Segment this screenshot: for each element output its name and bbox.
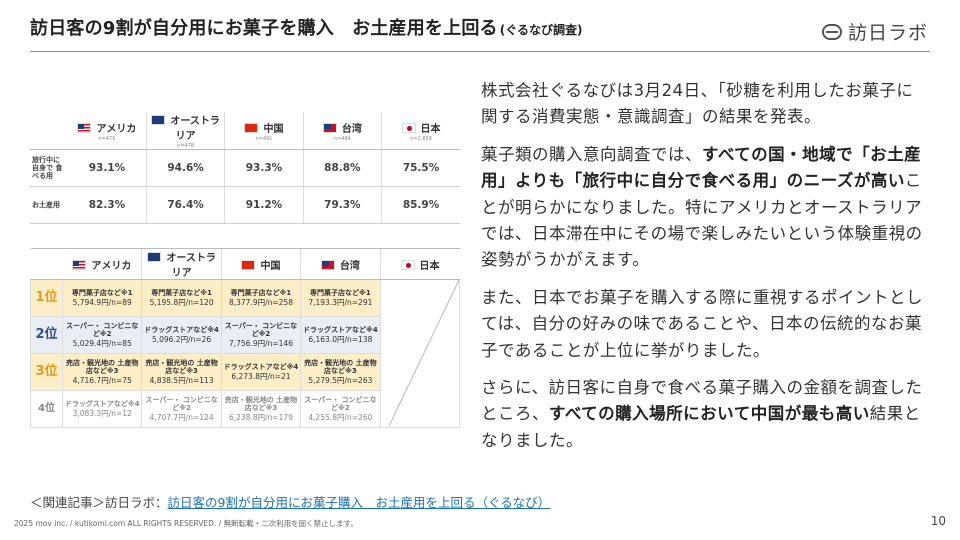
country-header: アメリカ [62, 248, 142, 280]
us-flag-icon [77, 122, 92, 133]
table-row: 2位 スーパー・ コンビニなど※2 5,029.4円/n=85 ドラッグストアなど… [30, 316, 460, 354]
paragraph: また、日本でお菓子を購入する際に重視するポイントとしては、自分の好みの味であるこ… [481, 287, 923, 360]
logo-text: 訪日ラボ [847, 22, 928, 44]
table-header-row: アメリカ オーストラリア 中国 台湾 日本 [30, 248, 460, 280]
table-cell: スーパー・ コンビニなど※2 5,029.4円/n=85 [61, 316, 143, 354]
table-cell: スーパー・ コンビニなど※2 4,255.8円/n=260 [300, 390, 381, 428]
table-cell: ドラッグストアなど※4 6,273.8円/n=21 [220, 353, 302, 391]
article-body: 株式会社ぐるなびは3月24日、「砂糖を利用したお菓子に関する消費実態・意識調査」… [481, 78, 923, 465]
paragraph: 株式会社ぐるなびは3月24日、「砂糖を利用したお菓子に関する消費実態・意識調査」… [481, 81, 914, 127]
survey-tables: アメリカ n=475 オーストラリア n=478 中国 n=491 台湾 n=484 日… [30, 112, 461, 428]
related-article-link[interactable]: 訪日客の9割が自分用にお菓子購入 お土産用を上回る（ぐるなび） [167, 495, 551, 510]
au-flag-icon [151, 115, 166, 125]
table-cell: 売店・観光地の 土産物店など※3 4,716.7円/n=75 [61, 353, 143, 391]
emphasis: すべての国・地域で「お土産用」よりも「旅行中に自分で食べる用」のニーズが高い [481, 144, 922, 191]
table-cell: 91.2% [224, 186, 304, 224]
spending-ranking-table: アメリカ オーストラリア 中国 台湾 日本 1位 専門菓子店など※1 5,794.… [30, 248, 461, 428]
rank-label: 3位 [30, 353, 63, 391]
table-cell: 売店・観光地の 土産物店など※3 6,238.8円/n=179 [220, 390, 302, 428]
title-main: 訪日客の9割が自分用にお菓子を購入 お土産用を上回る [30, 18, 498, 39]
country-header: 中国 [220, 248, 301, 280]
tw-flag-icon [320, 259, 335, 270]
title-source: (ぐるなび調査) [499, 23, 583, 37]
logo-icon [821, 23, 842, 40]
country-header: アメリカ n=475 [68, 112, 147, 150]
related-prefix: ＜関連記事＞訪日ラボ： [30, 495, 168, 510]
page-title: 訪日客の9割が自分用にお菓子を購入 お土産用を上回る (ぐるなび調査) [30, 14, 790, 48]
table-cell: 76.4% [145, 186, 225, 224]
paragraph: 菓子類の購入意向調査では、すべての国・地域で「お土産用」よりも「旅行中に自分で食… [481, 144, 923, 270]
table-cell: ドラッグストアなど※4 6,163.0円/n=138 [300, 316, 381, 354]
table-cell: 専門菓子店など※1 5,794.9円/n=89 [61, 279, 143, 317]
us-flag-icon [72, 259, 87, 270]
jp-flag-icon [401, 122, 416, 133]
table-cell: スーパー・ コンビニなど※2 4,707.7円/n=124 [141, 390, 222, 428]
table-row: 旅行中に 自身で 食べる用 93.1% 94.6% 93.3% 88.8% 75… [30, 149, 460, 187]
jp-flag-icon [400, 259, 415, 270]
table-cell: 専門菓子店など※1 8,377.9円/n=258 [220, 279, 302, 317]
japan-not-applicable-cell [379, 279, 461, 428]
table-cell: 93.1% [68, 149, 147, 187]
table-cell: 売店・観光地の 土産物店など※3 5,279.5円/n=263 [300, 353, 381, 391]
row-label: お土産用 [30, 186, 68, 224]
table-cell: 88.8% [302, 149, 382, 187]
rank-label: 2位 [30, 316, 63, 354]
table-cell: 79.3% [302, 186, 382, 224]
logo: 訪日ラボ [821, 18, 928, 45]
table-cell: 82.3% [68, 186, 147, 224]
table-cell: ドラッグストアなど※4 5,096.2円/n=26 [141, 316, 222, 354]
rank-label: 1位 [30, 279, 63, 317]
table-row: お土産用 82.3% 76.4% 91.2% 79.3% 85.9% [30, 186, 460, 224]
cn-flag-icon [241, 259, 256, 270]
tw-flag-icon [322, 122, 337, 133]
table-cell: 専門菓子店など※1 5,195.8円/n=120 [141, 279, 222, 317]
country-header: 日本 n=2,859 [381, 112, 460, 150]
purchase-intent-table: アメリカ n=475 オーストラリア n=478 中国 n=491 台湾 n=484 日… [30, 112, 460, 224]
related-article: ＜関連記事＞訪日ラボ：訪日客の9割が自分用にお菓子購入 お土産用を上回る（ぐるな… [30, 492, 550, 511]
table-cell: 93.3% [224, 149, 304, 187]
au-flag-icon [147, 252, 162, 262]
table-cell: 85.9% [381, 186, 460, 224]
table-header-row: アメリカ n=475 オーストラリア n=478 中国 n=491 台湾 n=484 日… [30, 112, 460, 150]
country-header: オーストラリア n=478 [145, 112, 225, 150]
page-number: 10 [930, 514, 946, 528]
header-divider [30, 51, 930, 52]
paragraph: さらに、訪日客に自身で食べる菓子購入の金額を調査したところ、すべての購入場所にお… [481, 377, 923, 450]
table-cell: 75.5% [381, 149, 460, 187]
copyright: 2025 mov inc. / kutikomi.com ALL RIGHTS … [14, 519, 358, 528]
rank-label: 4位 [30, 390, 63, 428]
country-header: 台湾 n=484 [302, 112, 382, 150]
country-header: 日本 [379, 248, 460, 280]
country-header: 台湾 [300, 248, 381, 280]
table-cell: ドラッグストアなど※4 3,083.3円/n=12 [61, 390, 143, 428]
country-header: 中国 n=491 [224, 112, 304, 150]
table-cell: スーパー・ コンビニなど※2 7,756.9円/n=146 [220, 316, 302, 354]
row-label: 旅行中に 自身で 食べる用 [30, 149, 68, 187]
spending-ranking-wrapper: アメリカ オーストラリア 中国 台湾 日本 1位 専門菓子店など※1 5,794.… [30, 248, 461, 428]
table-cell: 94.6% [145, 149, 225, 187]
table-row: 3位 売店・観光地の 土産物店など※3 4,716.7円/n=75 売店・観光地の… [30, 353, 460, 391]
emphasis: すべての購入場所において中国が最も高い [549, 404, 870, 424]
cn-flag-icon [244, 122, 259, 133]
table-row: 1位 専門菓子店など※1 5,794.9円/n=89 専門菓子店など※1 5,195… [30, 279, 461, 428]
table-cell: 売店・観光地の 土産物店など※3 4,838.5円/n=113 [141, 353, 222, 391]
country-header: オーストラリア [141, 248, 222, 280]
table-cell: 専門菓子店など※1 7,193.3円/n=291 [300, 279, 381, 317]
